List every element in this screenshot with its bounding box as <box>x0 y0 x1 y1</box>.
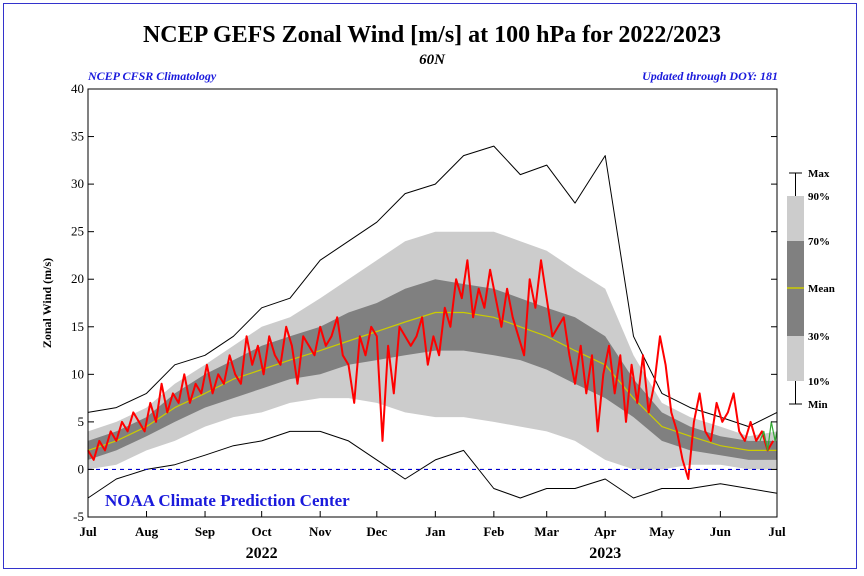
x-tick-label: Jan <box>425 524 446 539</box>
y-tick-label: -5 <box>73 509 84 524</box>
year-label: 2022 <box>246 545 278 562</box>
year-label: 2023 <box>589 545 621 562</box>
plot-area-border <box>87 88 778 518</box>
y-tick-label: 20 <box>71 271 84 286</box>
credit-watermark: NOAA Climate Prediction Center <box>105 491 350 510</box>
x-tick-label: Apr <box>594 524 617 539</box>
x-tick-label: Jul <box>79 524 97 539</box>
x-tick-label: Feb <box>483 524 504 539</box>
y-tick-label: 35 <box>71 129 84 144</box>
update-status: Updated through DOY: 181 <box>642 69 778 83</box>
x-tick-label: Sep <box>195 524 215 539</box>
legend-label-90pct: 90% <box>808 191 830 203</box>
legend-label-mean: Mean <box>808 283 835 295</box>
x-tick-label: Aug <box>135 524 159 539</box>
series-mean-line <box>87 311 777 451</box>
x-tick-label: May <box>649 524 675 539</box>
chart-frame <box>3 3 857 569</box>
x-tick-label: Dec <box>366 524 387 539</box>
series-max-line <box>87 145 778 428</box>
y-tick-label: 10 <box>71 366 84 381</box>
x-tick-label: Jul <box>768 524 786 539</box>
y-tick-label: 40 <box>71 81 84 96</box>
observed-wind-line <box>87 259 775 480</box>
legend-label-30pct: 30% <box>808 331 830 343</box>
x-tick-label: Nov <box>309 524 332 539</box>
chart-subtitle: 60N <box>419 52 445 68</box>
series-min-line <box>87 430 778 499</box>
legend-label-70pct: 70% <box>808 236 830 248</box>
legend-label-10pct: 10% <box>808 376 830 388</box>
legend-label-max: Max <box>808 168 830 180</box>
y-tick-label: 30 <box>71 176 84 191</box>
y-tick-label: 15 <box>71 319 84 334</box>
x-tick-label: Mar <box>534 524 559 539</box>
x-tick-label: Jun <box>710 524 732 539</box>
x-tick-label: Oct <box>252 524 273 539</box>
climatology-source: NCEP CFSR Climatology <box>88 69 217 83</box>
chart-title: NCEP GEFS Zonal Wind [m/s] at 100 hPa fo… <box>142 22 722 48</box>
forecast-ensemble-line <box>759 421 778 451</box>
y-tick-label: 25 <box>71 224 84 239</box>
y-tick-label: 5 <box>78 414 85 429</box>
y-tick-label: 0 <box>78 461 85 476</box>
y-axis-label: Zonal Wind (m/s) <box>40 258 54 348</box>
legend-label-min: Min <box>808 399 828 411</box>
